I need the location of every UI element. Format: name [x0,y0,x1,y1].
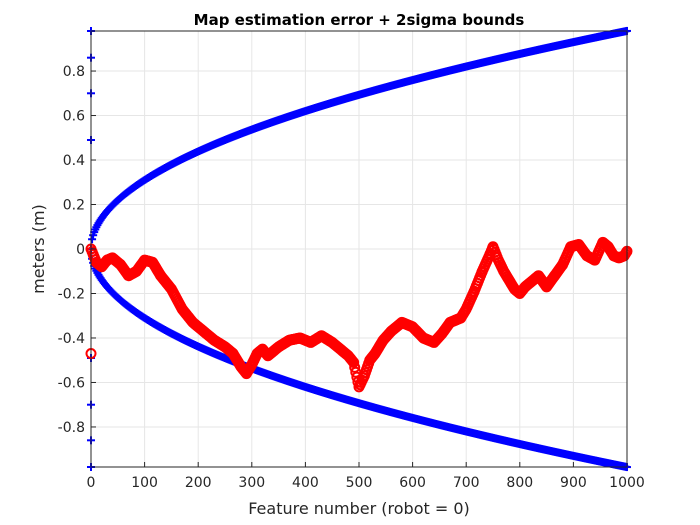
y-tick-label: 0.8 [63,64,85,80]
y-tick-label: -0.2 [58,286,85,302]
sigma-bounds-series [87,26,631,472]
axis-ticks: 0 100 200 300 400 500 600 700 800 900 1000 -0.8 -0.6… [58,64,645,491]
x-tick-label: 900 [560,475,587,491]
x-tick-label: 1000 [609,475,645,491]
y-tick-label: -0.4 [58,331,85,347]
y-axis-title: meters (m) [29,204,48,294]
y-tick-label: 0.2 [63,198,85,214]
x-tick-label: 500 [346,475,373,491]
y-tick-label: 0 [76,242,85,258]
x-axis-title: Feature number (robot = 0) [248,499,470,518]
x-tick-label: 800 [506,475,533,491]
error-point [349,361,361,373]
y-tick-label: -0.6 [58,375,85,391]
error-point [348,356,360,368]
upper-bound-point [88,235,97,244]
x-tick-label: 200 [185,475,212,491]
x-tick-label: 600 [399,475,426,491]
x-tick-label: 400 [292,475,319,491]
chart-title: Map estimation error + 2sigma bounds [194,11,525,29]
x-tick-label: 100 [131,475,158,491]
x-tick-label: 300 [238,475,265,491]
y-tick-label: 0.6 [63,109,85,125]
x-tick-label: 0 [87,475,96,491]
x-tick-label: 700 [453,475,480,491]
error-series [85,236,633,393]
y-tick-label: -0.8 [58,420,85,436]
y-tick-label: 0.4 [63,153,85,169]
